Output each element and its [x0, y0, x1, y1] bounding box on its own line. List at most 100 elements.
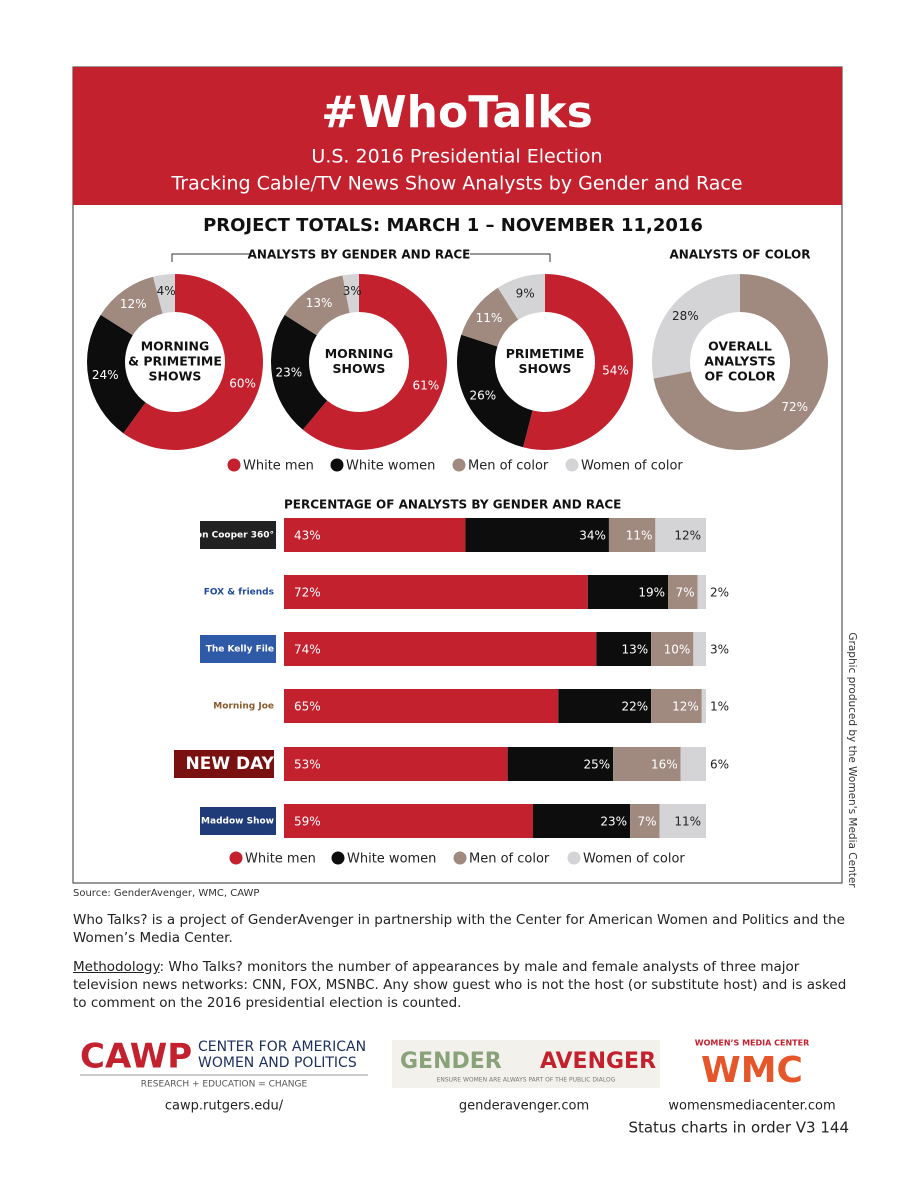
bar-segment	[284, 804, 533, 838]
side-note: Graphic produced by the Women's Media Ce…	[846, 632, 858, 888]
url: womensmediacenter.com	[668, 1099, 835, 1114]
bar-segment	[532, 804, 631, 838]
bar-segment	[630, 804, 660, 838]
donut-segment	[461, 287, 519, 347]
header-band	[73, 67, 842, 205]
data-label: 19%	[638, 586, 665, 600]
data-label: 6%	[710, 758, 729, 772]
bar-segment	[284, 689, 559, 723]
bar-segment	[465, 518, 609, 552]
url: genderavenger.com	[459, 1099, 589, 1114]
group-label: ANALYSTS OF COLOR	[670, 248, 811, 262]
data-label: 72%	[294, 586, 321, 600]
center-label: SHOWS	[149, 369, 202, 384]
bar-segment	[651, 689, 702, 723]
data-label: 12%	[120, 297, 147, 311]
data-label: 61%	[412, 379, 439, 393]
data-label: 34%	[579, 529, 606, 543]
data-label: 24%	[92, 368, 119, 382]
legend-label: Women of color	[581, 459, 683, 474]
bar-segment	[659, 804, 706, 838]
data-label: 13%	[621, 643, 648, 657]
data-label: 11%	[476, 311, 503, 325]
center-label: PRIMETIME	[506, 346, 585, 361]
wmc-name: WOMEN’S MEDIA CENTER	[695, 1039, 809, 1048]
status: Status charts in order V3 144	[628, 1119, 849, 1137]
data-label: 26%	[469, 389, 496, 403]
ga-logo: GENDER	[400, 1049, 502, 1074]
methodology-text: : Who Talks? monitors the number of appe…	[73, 959, 847, 1011]
data-label: 65%	[294, 700, 321, 714]
legend-swatch	[452, 458, 466, 472]
donut-segment	[497, 274, 545, 320]
chart-title: PERCENTAGE OF ANALYSTS BY GENDER AND RAC…	[284, 498, 621, 512]
donut-segment	[153, 274, 175, 314]
data-label: 1%	[710, 700, 729, 714]
source: Source: GenderAvenger, WMC, CAWP	[73, 888, 259, 899]
bar-segment	[680, 747, 706, 781]
legend-label: Women of color	[583, 852, 685, 867]
bar-segment	[651, 632, 694, 666]
data-label: 13%	[306, 296, 333, 310]
bar-segment	[284, 575, 588, 609]
data-label: 54%	[602, 363, 629, 377]
bar-segment	[507, 747, 614, 781]
category-logo: NEW DAY	[186, 754, 275, 774]
bar-segment	[284, 747, 508, 781]
bar-segment	[558, 689, 652, 723]
data-label: 22%	[621, 700, 648, 714]
center-label: SHOWS	[333, 361, 386, 376]
about: Who Talks? is a project of GenderAvenger…	[73, 912, 845, 946]
data-label: 12%	[674, 529, 701, 543]
legend-label: White men	[243, 459, 314, 474]
legend-label: Men of color	[469, 852, 550, 867]
data-label: 23%	[276, 366, 303, 380]
bar-segment	[284, 518, 466, 552]
bar-segment	[655, 518, 706, 552]
group-label: ANALYSTS BY GENDER AND RACE	[248, 248, 471, 262]
legend-swatch	[330, 458, 344, 472]
data-label: 72%	[781, 400, 808, 414]
bar-segment	[608, 518, 656, 552]
data-label: 60%	[229, 376, 256, 390]
data-label: 7%	[676, 586, 695, 600]
data-label: 2%	[710, 586, 729, 600]
legend-swatch	[229, 851, 243, 865]
bracket-gap	[250, 246, 470, 262]
legend-swatch	[227, 458, 241, 472]
center-label: MORNING	[325, 346, 394, 361]
data-label: 43%	[294, 529, 321, 543]
legend-swatch	[567, 851, 581, 865]
data-label: 23%	[600, 815, 627, 829]
methodology-label: Methodology	[73, 959, 160, 975]
data-label: 59%	[294, 815, 321, 829]
cawp-logo: CAWP	[80, 1037, 192, 1077]
category-logo: Anderson Cooper 360°	[160, 531, 274, 541]
ga-logo-bg	[392, 1040, 660, 1088]
subtitle: U.S. 2016 Presidential Election	[311, 146, 602, 168]
data-label: 11%	[626, 529, 653, 543]
logo-bg	[200, 521, 276, 549]
title: #WhoTalks	[321, 87, 593, 138]
data-label: 11%	[674, 815, 701, 829]
center-label: MORNING	[141, 339, 210, 354]
data-label: 28%	[672, 309, 699, 323]
data-label: 25%	[583, 758, 610, 772]
cawp-line: WOMEN AND POLITICS	[198, 1055, 357, 1071]
donut-segment	[100, 276, 163, 336]
donut-segment	[342, 274, 359, 313]
cawp-line: CENTER FOR AMERICAN	[198, 1039, 366, 1055]
bar-segment	[668, 575, 698, 609]
legend-swatch	[331, 851, 345, 865]
cawp-tagline: RESEARCH + EDUCATION = CHANGE	[141, 1080, 308, 1090]
logo-bg	[200, 635, 276, 663]
legend-label: White women	[347, 852, 436, 867]
legend-label: White women	[346, 459, 435, 474]
bar-segment	[596, 632, 652, 666]
center-label: OF COLOR	[704, 369, 775, 384]
data-label: 16%	[651, 758, 678, 772]
donut-segment	[271, 314, 328, 430]
donut-segment	[87, 314, 146, 434]
